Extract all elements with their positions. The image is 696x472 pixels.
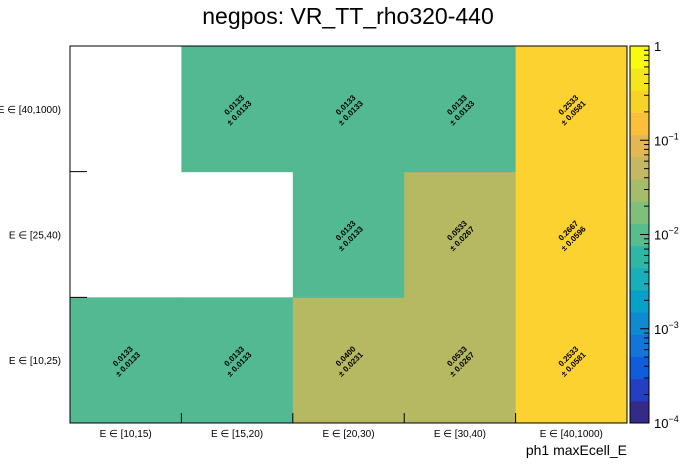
heatmap-cell bbox=[404, 297, 517, 424]
heatmap-cell bbox=[292, 46, 405, 173]
x-tick-label: E ∈ [30,40) bbox=[434, 429, 486, 440]
heatmap-cell bbox=[515, 297, 628, 424]
color-scale-segment bbox=[630, 134, 649, 158]
color-scale-segment bbox=[630, 90, 649, 114]
heatmap-cell bbox=[181, 46, 294, 173]
color-scale-ticks: 1 10−1 10−2 10−3 10−4 bbox=[640, 39, 679, 431]
color-scale-segment bbox=[630, 356, 649, 380]
color-scale-segment bbox=[630, 46, 649, 69]
heatmap-cell bbox=[404, 46, 517, 173]
color-scale-segment bbox=[630, 112, 649, 136]
heatmap-cell bbox=[292, 171, 405, 298]
color-scale-segment bbox=[630, 267, 649, 291]
heatmap-cell bbox=[404, 171, 517, 298]
heatmap-cell bbox=[70, 297, 182, 424]
x-tick-label: E ∈ [20,30) bbox=[322, 429, 374, 440]
color-scale-tick-label: 1 bbox=[654, 39, 661, 54]
chart-title: negpos: VR_TT_rho320-440 bbox=[202, 3, 494, 29]
color-scale-tick-label: 10−4 bbox=[654, 414, 679, 431]
color-scale-segment bbox=[630, 289, 649, 313]
color-scale-tick-label: 10−2 bbox=[654, 226, 679, 243]
color-scale-segment bbox=[630, 400, 649, 424]
color-scale-segment bbox=[630, 156, 649, 180]
color-scale-segment bbox=[630, 378, 649, 402]
color-scale-tick-label: 10−3 bbox=[654, 320, 679, 337]
heatmap-cell bbox=[515, 171, 628, 298]
y-tick-label: E ∈ [40,1000) bbox=[0, 105, 61, 116]
color-scale-bar bbox=[629, 45, 650, 424]
plot-frame bbox=[69, 45, 628, 424]
color-scale-tick-label: 10−1 bbox=[654, 131, 679, 148]
heatmap-cell bbox=[515, 46, 628, 173]
color-scale-segment bbox=[630, 179, 649, 202]
color-scale-segment bbox=[630, 334, 649, 357]
heatmap-cell bbox=[181, 297, 294, 424]
color-scale-segment bbox=[630, 201, 649, 224]
color-scale-segment bbox=[630, 312, 649, 335]
color-scale-segment bbox=[630, 223, 649, 247]
y-tick-label: E ∈ [10,25) bbox=[9, 356, 61, 367]
x-tick-label: E ∈ [10,15) bbox=[100, 429, 152, 440]
heatmap-cell bbox=[292, 297, 405, 424]
x-axis-title: ph1 maxEcell_E bbox=[526, 442, 627, 458]
y-axis-ticks: E ∈ [10,25) E ∈ [25,40) E ∈ [40,1000) bbox=[0, 45, 87, 424]
heatmap-cells bbox=[70, 46, 628, 424]
x-tick-label: E ∈ [15,20) bbox=[211, 429, 263, 440]
y-tick-label: E ∈ [25,40) bbox=[9, 231, 61, 242]
x-tick-label: E ∈ [40,1000) bbox=[540, 429, 603, 440]
color-scale-segment bbox=[630, 68, 649, 91]
x-axis-ticks: E ∈ [10,15) E ∈ [15,20) E ∈ [20,30) E ∈ [30… bbox=[69, 413, 628, 440]
